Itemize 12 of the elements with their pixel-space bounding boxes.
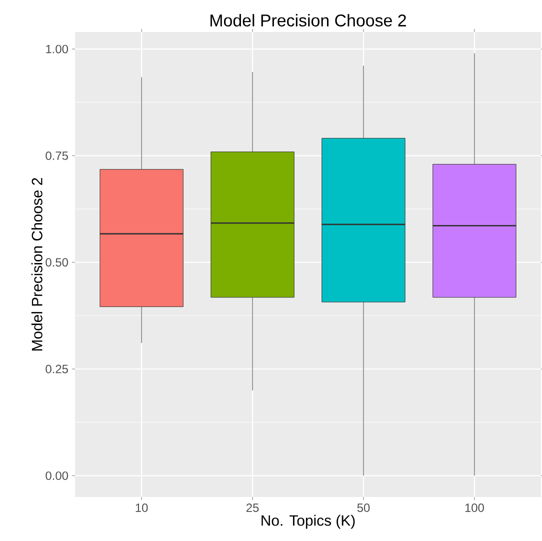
y-tick-label: 1.00 xyxy=(46,44,68,54)
x-tick-label: 25 xyxy=(246,504,259,512)
y-axis-title: Model Precision Choose 2 xyxy=(31,178,42,350)
chart-title: Model Precision Choose 2 xyxy=(210,14,406,26)
x-tick-label: 10 xyxy=(136,504,148,512)
y-tick-label: 0.00 xyxy=(46,471,68,480)
x-axis-title: No. Topics (K) xyxy=(262,514,355,529)
x-tick-label: 100 xyxy=(465,504,484,512)
x-tick-label: 50 xyxy=(357,504,370,512)
y-tick-label: 0.50 xyxy=(46,258,68,267)
y-tick-label: 0.25 xyxy=(46,364,68,374)
y-tick-label: 0.75 xyxy=(46,151,68,160)
